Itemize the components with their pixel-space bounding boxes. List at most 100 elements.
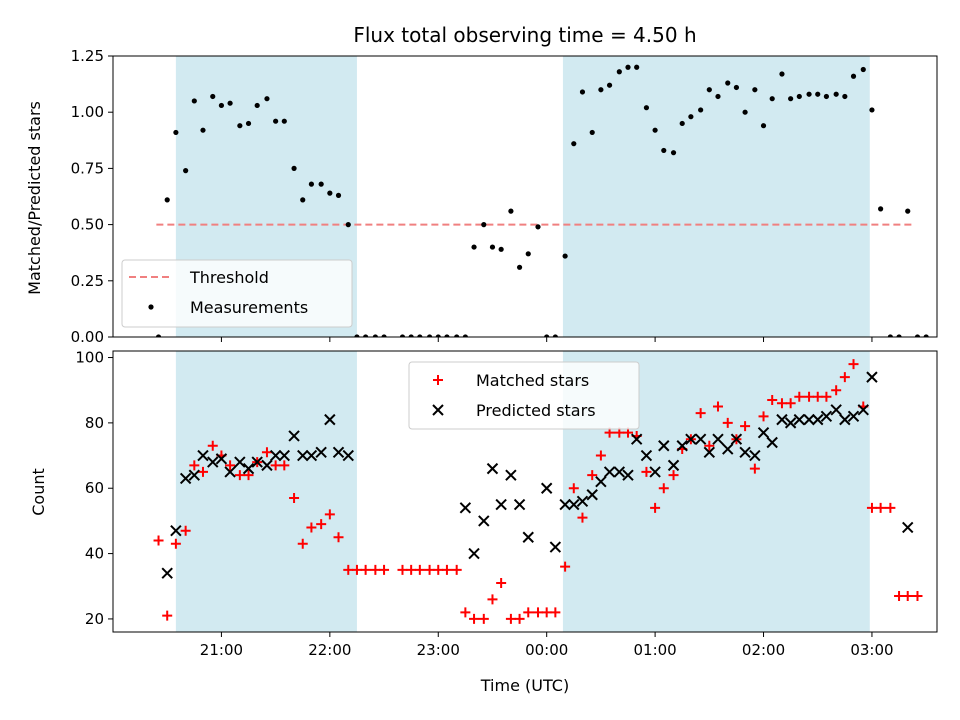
y-tick-label: 60 (85, 479, 104, 497)
measurements-point (670, 150, 677, 156)
matched-stars-point (577, 512, 588, 523)
legend-measurements-swatch (148, 304, 154, 310)
measurements-point (454, 334, 460, 337)
matched-stars-point (162, 610, 173, 621)
matched-stars-point (550, 607, 561, 618)
measurements-point (562, 253, 568, 259)
matched-stars-point (261, 447, 272, 458)
series-group-2 (153, 359, 923, 624)
measurements-point (589, 129, 595, 136)
matched-stars-point (189, 460, 200, 471)
predicted-stars-point (622, 469, 634, 481)
matched-stars-point (234, 470, 245, 481)
predicted-stars-point (459, 502, 472, 514)
matched-stars-point (804, 391, 815, 402)
top-y-axis-label: Matched/Predicted stars (25, 101, 44, 295)
plot-frame-1 (112, 55, 938, 338)
matched-stars-point (875, 502, 886, 513)
matched-stars-point (866, 502, 877, 513)
predicted-stars-point (694, 433, 707, 445)
legend-bottom: Matched stars Predicted stars (408, 361, 640, 430)
measurements-point (164, 197, 170, 203)
measurements-point (264, 96, 270, 102)
matched-stars-point (767, 395, 778, 406)
measurements-point (183, 168, 189, 174)
matched-stars-point (912, 591, 923, 602)
predicted-stars-point (857, 404, 869, 416)
y-tick-label: 1.00 (71, 103, 104, 121)
matched-stars-point (243, 470, 254, 481)
matched-stars-point (523, 607, 534, 618)
measurements-point (516, 264, 523, 270)
count-panel: 20 40 60 80 100 21:00 22:00 23:00 00:00 01:00 02:0… (75, 349, 938, 659)
y-tick-label: 80 (85, 414, 104, 432)
legend-box (408, 361, 640, 430)
measurements-point (498, 246, 504, 252)
predicted-stars-point (486, 462, 499, 475)
matched-stars-point (360, 564, 371, 575)
predicted-stars-point (559, 498, 571, 511)
x-axis-label: Time (UTC) (480, 676, 569, 695)
measurements-point (426, 334, 433, 337)
predicted-stars-point (568, 498, 580, 511)
matched-stars-point (333, 532, 344, 543)
legend-threshold-label: Threshold (189, 268, 269, 287)
measurements-point (806, 91, 812, 97)
measurements-point (733, 84, 740, 91)
measurements-point (218, 102, 225, 109)
measurements-point (788, 96, 794, 102)
measurements-point (444, 334, 450, 337)
predicted-stars-point (595, 475, 607, 488)
matched-stars-point (758, 411, 769, 422)
predicted-stars-point (866, 371, 878, 383)
predicted-stars-point (324, 413, 336, 426)
matched-stars-point (441, 564, 452, 575)
measurements-point (354, 334, 360, 337)
y-tick-label: 100 (75, 349, 104, 367)
y-tick-label: 20 (85, 610, 104, 628)
measurements-point (210, 93, 216, 100)
predicted-stars-point (513, 498, 526, 511)
matched-stars-point (505, 613, 516, 624)
matched-stars-point (650, 502, 661, 513)
matched-stars-point (695, 408, 706, 419)
predicted-stars-point (549, 541, 562, 553)
measurements-point (544, 334, 550, 337)
predicted-stars-point (288, 430, 300, 442)
measurements-point (760, 123, 767, 129)
observing-window-2 (562, 56, 870, 337)
measurements-point (606, 82, 613, 88)
predicted-stars-point (703, 446, 716, 458)
measurements-point (706, 87, 712, 93)
x-tick-label: 01:00 (633, 641, 676, 659)
measurements-point (878, 206, 884, 212)
observing-window-1 (175, 351, 357, 632)
legend-matched-label: Matched stars (476, 371, 589, 390)
matched-stars-point (776, 398, 787, 409)
matched-stars-point (794, 391, 805, 402)
x-tick-label: 03:00 (850, 641, 893, 659)
matched-stars-point (478, 613, 489, 624)
matched-stars-point (406, 564, 417, 575)
measurements-point (833, 91, 839, 97)
matched-stars-point (785, 398, 796, 409)
predicted-stars-point (830, 404, 842, 416)
legend-predicted-label: Predicted stars (476, 401, 596, 420)
measurements-point (408, 334, 414, 337)
matched-stars-point (351, 564, 362, 575)
measurements-point (725, 80, 731, 86)
measurements-point (842, 93, 848, 100)
matched-stars-point (270, 460, 281, 471)
predicted-stars-point (332, 446, 345, 458)
predicted-stars-point (658, 440, 670, 452)
matched-stars-point (379, 564, 390, 575)
predicted-stars-point (342, 449, 354, 462)
matched-stars-point (170, 538, 181, 549)
x-tick-label: 00:00 (525, 641, 568, 659)
measurements-point (227, 100, 233, 106)
measurements-point (417, 334, 423, 337)
x-tick-label: 02:00 (742, 641, 785, 659)
predicted-stars-point (749, 449, 761, 462)
measurements-point (598, 87, 604, 93)
